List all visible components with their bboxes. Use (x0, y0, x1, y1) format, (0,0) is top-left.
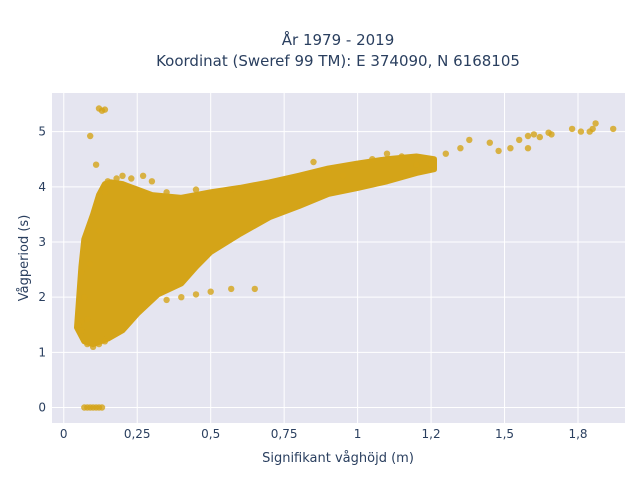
x-tick-label: 0,75 (271, 427, 298, 441)
data-point (78, 327, 85, 334)
data-point (192, 291, 200, 298)
data-point (486, 139, 493, 146)
data-point (89, 343, 97, 350)
data-point (507, 145, 514, 152)
data-point (383, 150, 391, 157)
data-point (610, 125, 617, 133)
data-point (104, 178, 112, 185)
chart-title-line-1: År 1979 - 2019 (282, 30, 395, 49)
x-tick-label: 0,25 (124, 427, 151, 441)
data-point (92, 161, 100, 168)
data-point (101, 106, 109, 113)
x-tick-label: 1,5 (495, 427, 514, 441)
data-point (548, 131, 555, 138)
data-point (87, 260, 94, 268)
data-point (87, 132, 94, 140)
data-point (101, 189, 109, 196)
data-point (398, 153, 405, 160)
dense-point-cloud (74, 153, 437, 348)
y-tick-label: 2 (38, 290, 46, 304)
y-tick-label: 4 (38, 180, 46, 194)
chart-title-line-2: Koordinat (Sweref 99 TM): E 374090, N 61… (156, 52, 520, 70)
data-point (536, 133, 543, 141)
data-point (577, 128, 585, 135)
data-point (178, 294, 185, 301)
data-point (207, 288, 214, 295)
x-tick-label: 0 (60, 427, 68, 441)
data-point (369, 156, 376, 163)
y-tick-label: 0 (38, 401, 46, 415)
x-axis-label: Signifikant våghöjd (m) (262, 451, 414, 466)
data-point (310, 158, 317, 166)
data-point (84, 340, 91, 348)
data-point (413, 161, 420, 168)
grid-lines (52, 93, 625, 423)
data-point (192, 186, 200, 193)
data-point (427, 161, 435, 168)
data-point (75, 321, 82, 328)
x-tick-label: 1,2 (422, 427, 441, 441)
data-point (95, 340, 103, 348)
data-point (163, 189, 170, 196)
data-point (113, 175, 120, 182)
data-cloud (74, 153, 437, 348)
y-tick-label: 5 (38, 125, 46, 139)
data-point (516, 136, 523, 144)
data-point (592, 120, 599, 127)
data-point (84, 316, 91, 323)
data-point (139, 172, 147, 179)
y-axis-label: Vågperiod (s) (17, 215, 32, 302)
data-point (568, 125, 576, 133)
data-point (495, 147, 502, 155)
data-point (228, 186, 235, 193)
data-point (101, 338, 109, 345)
data-point (339, 172, 347, 179)
data-point (128, 175, 135, 182)
y-tick-label: 1 (38, 345, 46, 359)
x-tick-label: 1 (354, 427, 362, 441)
data-point (524, 132, 532, 140)
data-point (78, 269, 85, 276)
data-point (119, 172, 126, 179)
x-tick-label: 0,5 (201, 427, 220, 441)
x-tick-label: 1,8 (568, 427, 587, 441)
data-point (524, 145, 532, 152)
data-points (75, 105, 617, 411)
data-point (228, 285, 235, 293)
data-point (148, 178, 156, 185)
data-point (586, 128, 593, 135)
y-tick-label: 3 (38, 235, 46, 249)
data-point (442, 150, 449, 157)
y-tick-labels: 0 1 2 3 4 5 (38, 125, 46, 415)
data-point (81, 294, 88, 301)
data-point (530, 131, 538, 138)
data-point (466, 136, 473, 144)
data-point (98, 404, 106, 411)
data-point (457, 145, 464, 152)
x-tick-labels: 0 0,25 0,5 0,75 1 1,2 1,5 1,8 (60, 427, 588, 441)
data-point (163, 296, 170, 304)
data-point (95, 227, 103, 235)
data-point (251, 285, 258, 293)
data-point (325, 167, 332, 174)
